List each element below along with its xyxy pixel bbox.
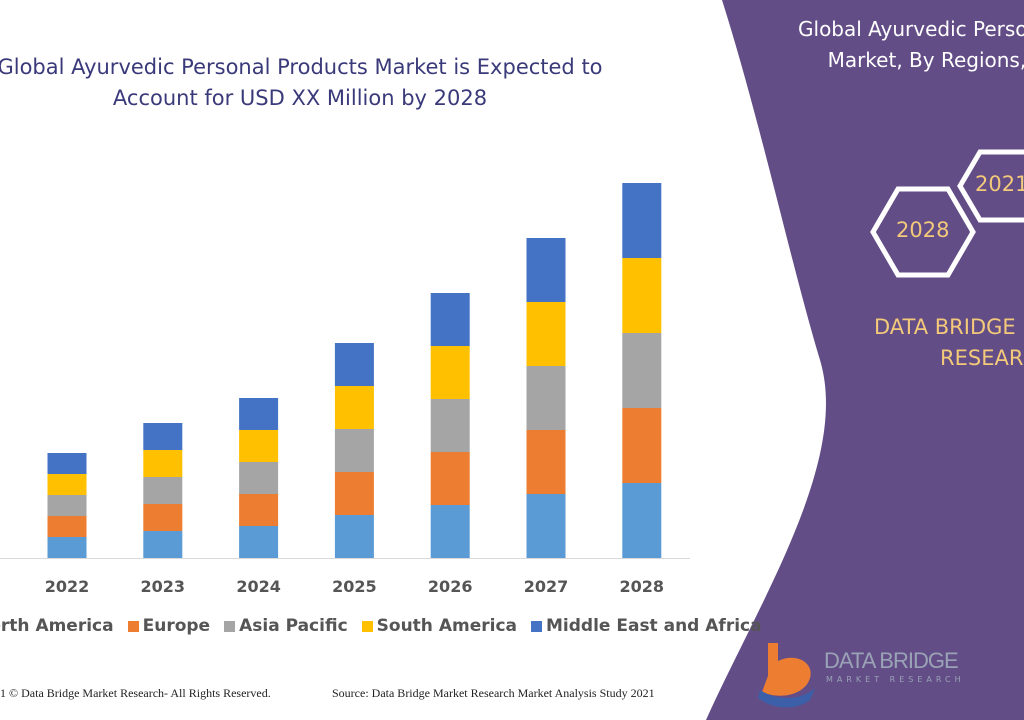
x-tick-label: 2022 <box>45 577 90 596</box>
logo-icon <box>758 643 815 708</box>
bar-segment-2026-1 <box>430 452 470 505</box>
bar-segment-2027-0 <box>526 494 566 558</box>
hex-year-2021: 2021 <box>975 172 1024 196</box>
legend-label: South America <box>376 616 517 636</box>
bar-segment-2025-3 <box>334 386 374 429</box>
logo-subtext: MARKET RESEARCH <box>826 675 965 684</box>
bar-segment-2027-1 <box>526 430 566 494</box>
legend-swatch <box>224 620 236 632</box>
x-axis-labels: 2022 2023 2024 2025 2026 2027 2028 <box>45 577 664 596</box>
bar-segment-2028-0 <box>622 483 662 558</box>
bar-segment-2022-0 <box>47 537 87 558</box>
legend-swatch <box>361 620 373 632</box>
bar-segment-2028-3 <box>622 258 662 333</box>
legend-label: North America <box>0 616 114 636</box>
legend-label: Asia Pacific <box>239 616 348 636</box>
bar-segment-2025-2 <box>334 429 374 472</box>
bar-segment-2024-4 <box>239 398 279 430</box>
copyright-text: 1 © Data Bridge Market Research- All Rig… <box>0 686 271 700</box>
hexagon-2028 <box>870 186 976 278</box>
bar-segment-2022-4 <box>47 453 87 474</box>
legend: North America Europe Asia Pacific South … <box>0 616 762 636</box>
bar-segment-2024-1 <box>239 494 279 526</box>
bar-segment-2027-2 <box>526 366 566 430</box>
brand-text: DATA BRIDGE RESEAR <box>860 312 1024 374</box>
legend-item: North America <box>0 616 114 636</box>
logo-text: DATA BRIDGE <box>824 648 959 673</box>
x-tick-label: 2027 <box>524 577 569 596</box>
legend-swatch <box>531 620 542 632</box>
legend-item: Middle East and Africa <box>531 616 762 636</box>
x-tick-label: 2024 <box>236 577 281 596</box>
bar-segment-2028-2 <box>622 333 662 408</box>
brand-line-2: RESEAR <box>940 346 1024 370</box>
bar-segment-2022-3 <box>47 474 87 495</box>
bar-segment-2026-3 <box>430 346 470 399</box>
bars <box>47 183 662 558</box>
bar-segment-2024-2 <box>239 462 279 494</box>
bar-segment-2026-4 <box>430 293 470 346</box>
x-tick-label: 2028 <box>620 577 665 596</box>
x-tick-label: 2023 <box>141 577 186 596</box>
bar-segment-2026-2 <box>430 399 470 452</box>
hex-year-2028: 2028 <box>896 218 950 242</box>
title-line-1: Global Ayurvedic Personal Products Marke… <box>0 55 603 79</box>
x-tick-label: 2026 <box>428 577 473 596</box>
side-title-line-2: Market, By Regions, 20 <box>827 48 1024 72</box>
legend-item: South America <box>361 616 517 636</box>
legend-item: Asia Pacific <box>224 616 348 636</box>
side-title-line-1: Global Ayurvedic Personal <box>798 17 1024 41</box>
bar-segment-2023-2 <box>143 477 183 504</box>
legend-item: Europe <box>127 616 211 636</box>
side-panel-title: Global Ayurvedic Personal Market, By Reg… <box>758 14 1024 76</box>
source-text: Source: Data Bridge Market Research Mark… <box>332 686 655 700</box>
bar-segment-2027-4 <box>526 238 566 302</box>
bar-segment-2023-3 <box>143 450 183 477</box>
bar-segment-2023-0 <box>143 531 183 558</box>
bar-segment-2026-0 <box>430 505 470 558</box>
bar-segment-2025-0 <box>334 515 374 558</box>
legend-label: Europe <box>142 616 211 636</box>
bar-segment-2028-1 <box>622 408 662 483</box>
bar-segment-2023-1 <box>143 504 183 531</box>
bar-segment-2023-4 <box>143 423 183 450</box>
side-panel <box>706 0 1024 720</box>
bar-segment-2022-1 <box>47 516 87 537</box>
bar-segment-2024-3 <box>239 430 279 462</box>
brand-line-1: DATA BRIDGE <box>874 315 1016 339</box>
bar-segment-2025-1 <box>334 472 374 515</box>
chart-title: Global Ayurvedic Personal Products Marke… <box>0 52 620 114</box>
bar-segment-2024-0 <box>239 526 279 558</box>
title-line-2: Account for USD XX Million by 2028 <box>112 86 488 110</box>
bar-segment-2027-3 <box>526 302 566 366</box>
bar-segment-2022-2 <box>47 495 87 516</box>
bar-segment-2028-4 <box>622 183 662 258</box>
legend-label: Middle East and Africa <box>546 616 762 636</box>
hexagon-2021 <box>957 149 1024 223</box>
x-tick-label: 2025 <box>332 577 377 596</box>
bar-segment-2025-4 <box>334 343 374 386</box>
legend-swatch <box>127 620 139 632</box>
